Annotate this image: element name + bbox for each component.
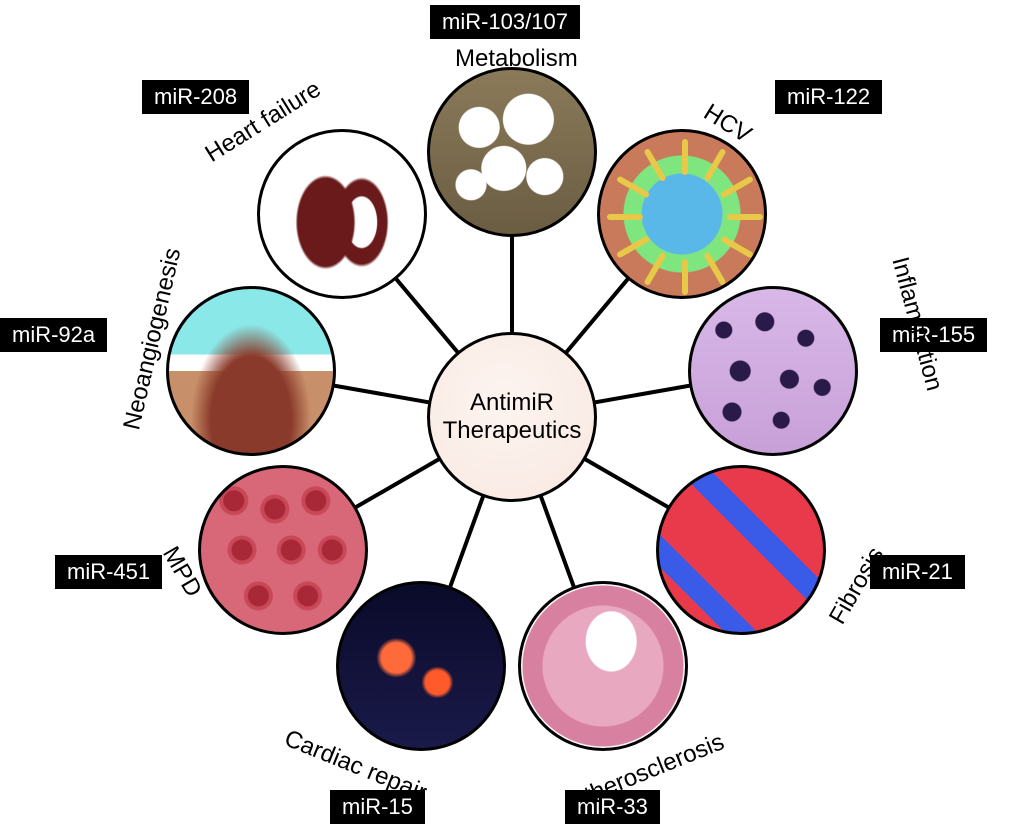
mir-label-hcv: miR-122 [775,80,882,114]
node-fibrosis [656,465,826,635]
center-line2: Therapeutics [443,417,582,445]
node-hcv [597,129,767,299]
mir-label-mpd: miR-451 [55,555,162,589]
node-heartfailure [257,129,427,299]
mir-label-heartfailure: miR-208 [142,80,249,114]
node-atherosclerosis [518,581,688,751]
node-neoangiogenesis [166,286,336,456]
center-hub: AntimiR Therapeutics [427,332,597,502]
node-inflammation [688,286,858,456]
disease-label-metabolism: Metabolism [455,45,578,73]
node-cardiac [336,581,506,751]
node-metabolism [427,67,597,237]
mir-label-metabolism: miR-103/107 [430,5,580,39]
mir-label-neoangiogenesis: miR-92a [0,318,107,352]
center-line1: AntimiR [470,389,554,417]
node-mpd [198,465,368,635]
